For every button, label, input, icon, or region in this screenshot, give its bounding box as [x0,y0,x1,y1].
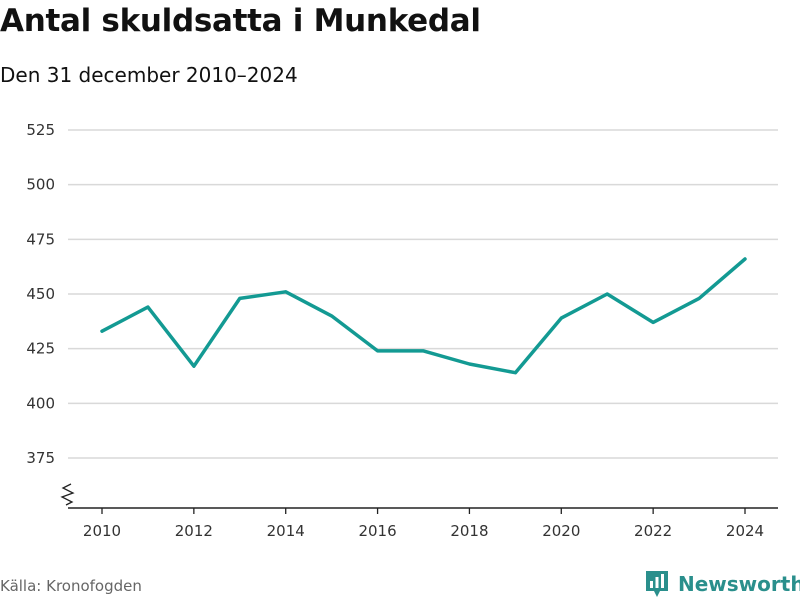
y-axis-tick-labels: 375 400 425 450 475 500 525 [26,121,55,467]
data-point-2014 [284,290,287,293]
y-tick-label-500: 500 [26,176,55,194]
brand[interactable]: Newsworthy [644,569,800,599]
data-point-2012 [192,365,195,368]
series-line-0 [100,257,747,375]
data-point-2021 [606,292,609,295]
y-tick-label-400: 400 [26,394,55,412]
data-point-2019 [514,371,517,374]
data-point-2013 [238,297,241,300]
x-axis-ticks: 2010 2012 2014 2016 2018 2020 2022 2024 [83,508,764,540]
data-point-2024 [743,257,746,260]
y-tick-label-525: 525 [26,121,55,139]
x-tick-label-2010: 2010 [83,522,121,540]
y-tick-label-475: 475 [26,230,55,248]
data-point-2016 [376,349,379,352]
y-tick-label-450: 450 [26,285,55,303]
y-tick-label-375: 375 [26,449,55,467]
data-point-2018 [468,362,471,365]
x-axis [60,483,778,509]
x-tick-label-2022: 2022 [634,522,672,540]
data-point-2023 [697,297,700,300]
data-point-2017 [422,349,425,352]
x-tick-label-2016: 2016 [358,522,396,540]
data-point-2022 [652,321,655,324]
chart-title: Antal skuldsatta i Munkedal [0,3,481,39]
data-point-2010 [100,330,103,333]
series [100,257,747,375]
x-tick-label-2014: 2014 [267,522,305,540]
brand-name: Newsworthy [678,572,800,596]
x-tick-label-2020: 2020 [542,522,580,540]
data-point-2020 [560,316,563,319]
newsworthy-logo-icon [646,571,668,597]
y-tick-label-425: 425 [26,340,55,358]
gridlines [68,129,778,459]
data-point-2011 [146,306,149,309]
source-note: Källa: Kronofogden [0,577,142,595]
x-tick-label-2024: 2024 [726,522,764,540]
axis-break-icon [60,483,75,506]
x-tick-label-2018: 2018 [450,522,488,540]
x-tick-label-2012: 2012 [175,522,213,540]
data-point-2015 [330,314,333,317]
chart-subtitle: Den 31 december 2010–2024 [0,63,298,87]
